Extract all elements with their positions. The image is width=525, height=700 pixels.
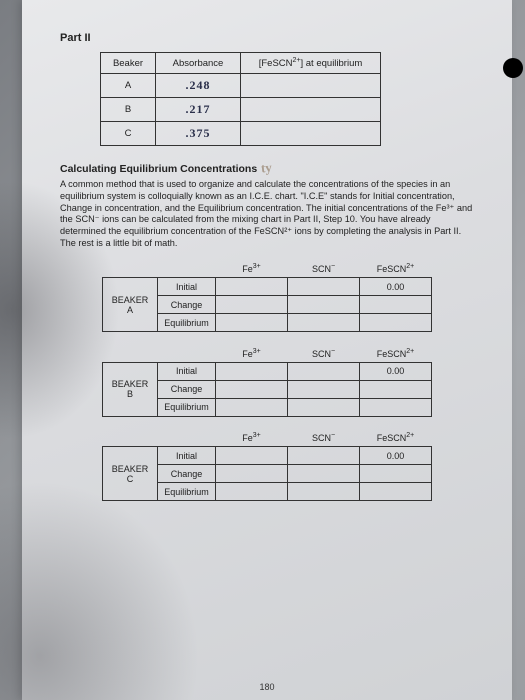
- handwritten-value: .217: [156, 98, 241, 122]
- part-label: Part II: [60, 32, 474, 44]
- handwritten-mark: ty: [261, 160, 273, 177]
- abs-header-absorbance: Absorbance: [156, 53, 241, 74]
- body-paragraph: A common method that is used to organize…: [60, 179, 474, 250]
- page-number: 180: [22, 682, 512, 692]
- beaker-label: BEAKERA: [103, 278, 158, 332]
- absorbance-table: Beaker Absorbance [FeSCN2+] at equilibri…: [100, 52, 381, 146]
- beaker-label: BEAKERB: [103, 362, 158, 416]
- ice-table-c: Fe3+ SCN− FeSCN2+ BEAKERC Initial 0.00 C…: [102, 429, 432, 502]
- handwritten-value: .248: [156, 74, 241, 98]
- ice-table-a: Fe3+ SCN− FeSCN2+ BEAKERA Initial 0.00 C…: [102, 260, 432, 333]
- abs-header-beaker: Beaker: [101, 53, 156, 74]
- table-row: C .375: [101, 122, 381, 146]
- handwritten-value: .375: [156, 122, 241, 146]
- section-heading: Calculating Equilibrium Concentrationsty: [60, 160, 474, 176]
- worksheet-page: Part II Beaker Absorbance [FeSCN2+] at e…: [22, 0, 512, 700]
- abs-header-fescn: [FeSCN2+] at equilibrium: [241, 53, 381, 74]
- beaker-label: BEAKERC: [103, 447, 158, 501]
- table-row: A .248: [101, 74, 381, 98]
- black-dot: [503, 58, 523, 78]
- table-row: B .217: [101, 98, 381, 122]
- ice-table-b: Fe3+ SCN− FeSCN2+ BEAKERB Initial 0.00 C…: [102, 344, 432, 417]
